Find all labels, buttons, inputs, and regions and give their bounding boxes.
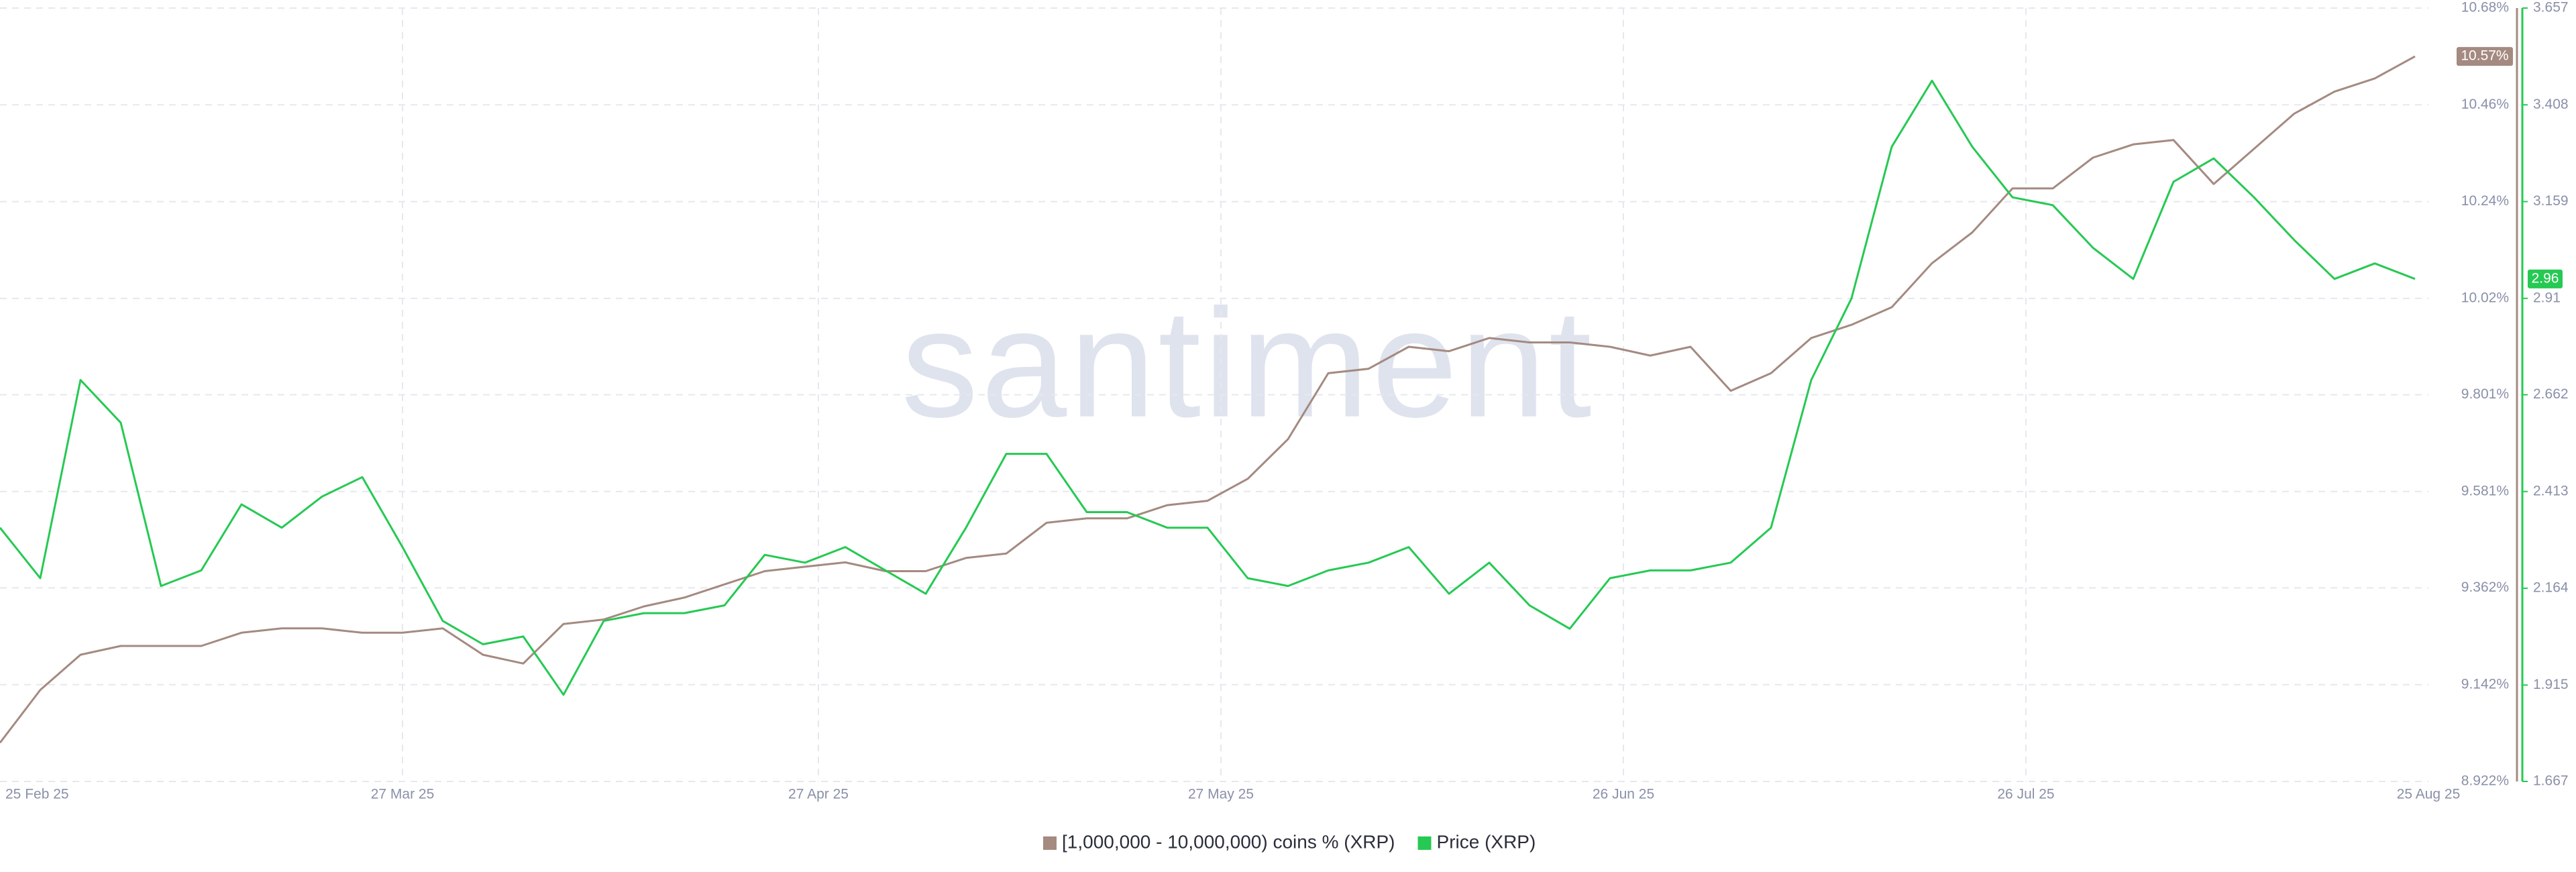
y2-tick-label: 2.164 (2533, 580, 2569, 596)
series-line (0, 55, 2416, 744)
y-tick-label: 9.581% (2461, 483, 2509, 498)
x-tick-label: 25 Aug 25 (2397, 787, 2461, 802)
x-tick-label: 26 Jul 25 (1997, 787, 2054, 802)
y-tick-label: 9.801% (2461, 386, 2509, 402)
y2-tick-label: 2.662 (2533, 386, 2569, 402)
x-tick-label: 27 May 25 (1188, 787, 1254, 802)
x-tick-label: 25 Feb 25 (5, 787, 69, 802)
last-value-badge (2528, 269, 2563, 288)
y-tick-label: 9.142% (2461, 676, 2509, 692)
legend-label: [1,000,000 - 10,000,000) coins % (XRP) (1062, 831, 1395, 852)
legend-swatch (1043, 836, 1057, 850)
y2-tick-label: 1.667 (2533, 773, 2569, 789)
y2-tick-label: 3.657 (2533, 0, 2569, 15)
y2-tick-label: 3.159 (2533, 193, 2569, 209)
x-tick-label: 27 Apr 25 (788, 787, 849, 802)
x-tick-label: 26 Jun 25 (1593, 787, 1654, 802)
y-tick-label: 10.24% (2461, 193, 2509, 209)
y-tick-label: 8.922% (2461, 773, 2509, 789)
y-tick-label: 10.02% (2461, 290, 2509, 305)
last-value-badge (2457, 47, 2513, 66)
watermark: santiment (901, 277, 1594, 449)
last-value-label: 10.57% (2461, 48, 2508, 64)
legend-label: Price (XRP) (1437, 831, 1536, 852)
last-value-label: 2.96 (2532, 270, 2559, 286)
y-tick-label: 10.68% (2461, 0, 2509, 15)
x-tick-label: 27 Mar 25 (371, 787, 435, 802)
series-line (0, 79, 2416, 696)
y-tick-label: 10.46% (2461, 97, 2509, 112)
y-tick-label: 9.362% (2461, 580, 2509, 595)
y2-tick-label: 2.91 (2533, 290, 2561, 305)
y2-tick-label: 3.408 (2533, 97, 2569, 112)
y2-tick-label: 2.413 (2533, 483, 2569, 498)
y2-tick-label: 1.915 (2533, 677, 2569, 692)
legend-swatch (1417, 836, 1432, 850)
